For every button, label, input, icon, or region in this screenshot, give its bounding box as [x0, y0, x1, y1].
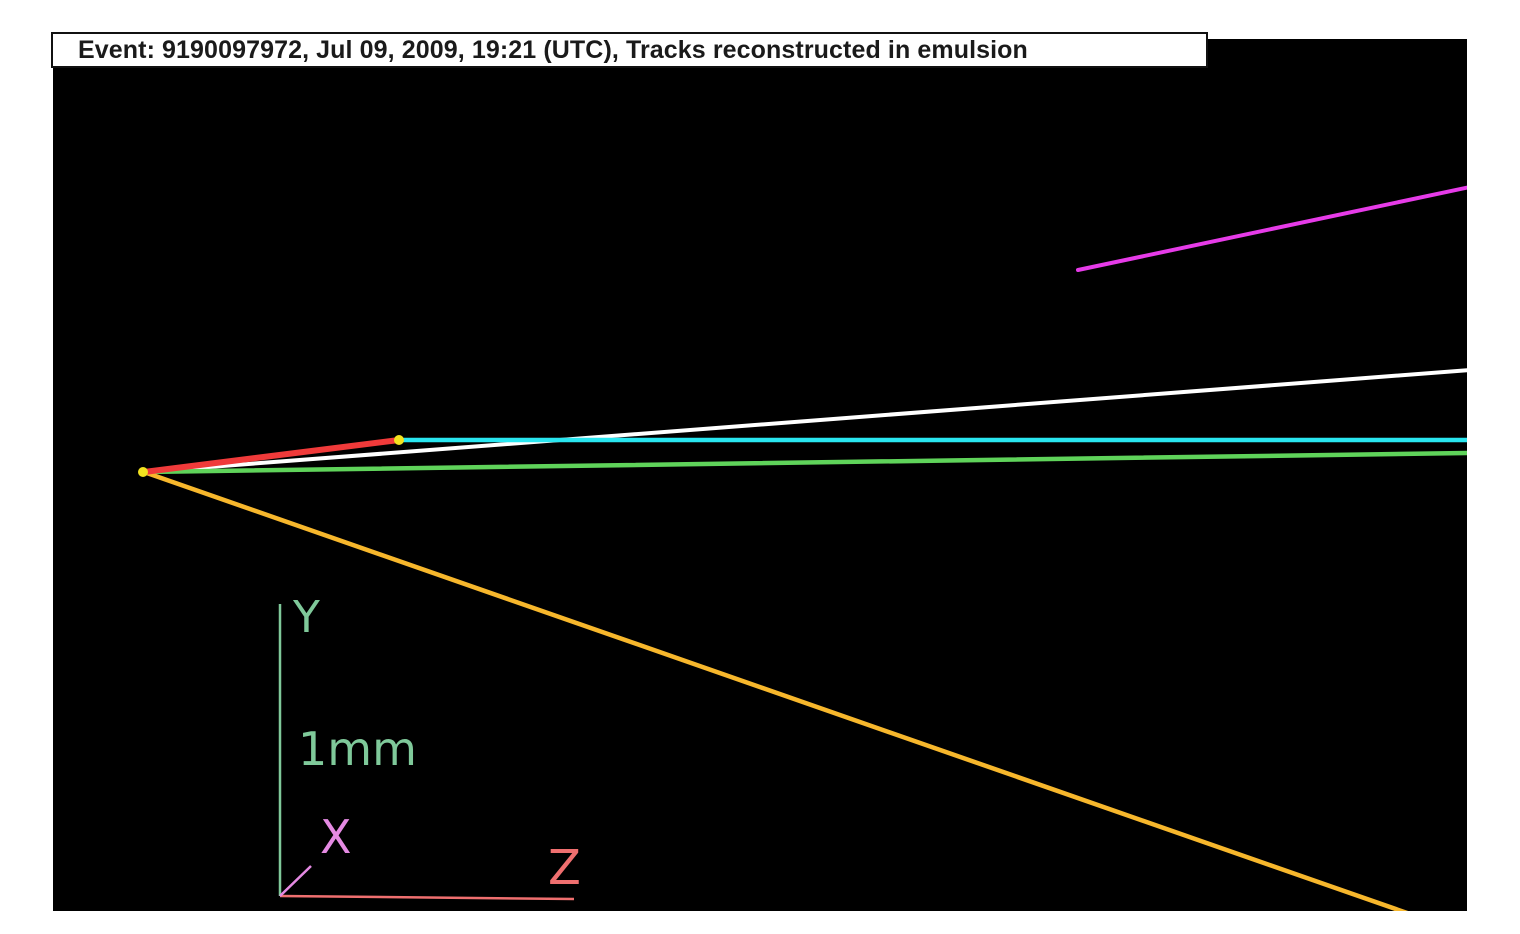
- event-title-box: Event: 9190097972, Jul 09, 2009, 19:21 (…: [51, 32, 1208, 68]
- event-title: Event: 9190097972, Jul 09, 2009, 19:21 (…: [78, 35, 1028, 64]
- event-viewport[interactable]: [53, 39, 1467, 911]
